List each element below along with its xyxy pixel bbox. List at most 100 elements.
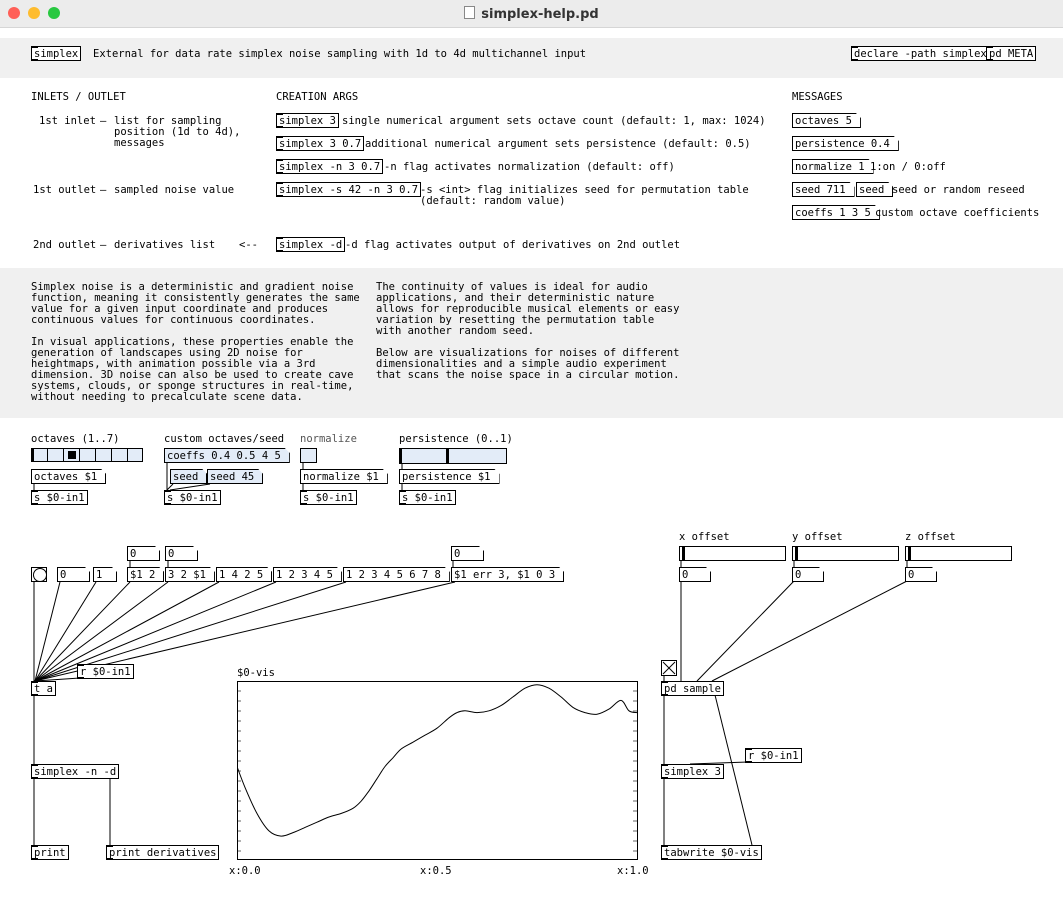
octaves-radio-cell[interactable] xyxy=(64,449,80,461)
x-offset-number[interactable]: 0 xyxy=(679,567,711,582)
normalize-toggle[interactable] xyxy=(300,448,317,463)
window-title: simplex-help.pd xyxy=(0,6,1063,22)
x-label-0: x:0.0 xyxy=(229,865,261,877)
description-right: The continuity of values is ideal for au… xyxy=(376,281,680,381)
inlet1-name: 1st inlet xyxy=(39,115,96,127)
octaves-radio[interactable] xyxy=(31,448,143,462)
octaves-radio-cell[interactable] xyxy=(112,449,128,461)
number-box-3[interactable]: 0 xyxy=(165,546,198,561)
simplex-3-object[interactable]: simplex 3 xyxy=(661,764,724,779)
normalize-dollar-message[interactable]: normalize $1 xyxy=(300,469,388,484)
creation-args-heading: CREATION ARGS xyxy=(276,91,359,103)
message-list-5[interactable]: 1 2 3 4 5 6 7 8 xyxy=(343,567,450,582)
print-object[interactable]: print xyxy=(31,845,69,860)
print-derivatives-object[interactable]: print derivatives xyxy=(106,845,220,860)
document-icon xyxy=(464,6,476,19)
outlet1-text: sampled noise value xyxy=(114,184,235,196)
octaves-radio-cell[interactable] xyxy=(96,449,112,461)
noise-curve xyxy=(237,684,638,837)
declare-object[interactable]: declare -path simplex xyxy=(851,46,990,61)
arg-text-2: additional numerical argument sets persi… xyxy=(365,138,751,150)
arg-object-1[interactable]: simplex 3 xyxy=(276,113,339,128)
tabwrite-object[interactable]: tabwrite $0-vis xyxy=(661,845,762,860)
y-offset-knob[interactable] xyxy=(795,547,798,560)
seed-random-message[interactable]: seed xyxy=(856,182,893,197)
pd-sample-object[interactable]: pd sample xyxy=(661,681,724,696)
send-object-2[interactable]: s $0-in1 xyxy=(164,490,221,505)
arg-object-3[interactable]: simplex -n 3 0.7 xyxy=(276,159,384,174)
x-label-2: x:1.0 xyxy=(617,865,649,877)
persistence-slider-knob[interactable] xyxy=(446,449,449,463)
number-box-2[interactable]: 0 xyxy=(127,546,160,561)
simplex-nd-object[interactable]: simplex -n -d xyxy=(30,764,120,779)
coeffs-label: custom octaves/seed xyxy=(164,433,285,445)
send-object-3[interactable]: s $0-in1 xyxy=(300,490,357,505)
outlet2-text: derivatives list xyxy=(114,239,216,251)
arg-object-4[interactable]: simplex -s 42 -n 3 0.7 xyxy=(276,182,422,197)
trigger-object[interactable]: t a xyxy=(31,681,56,696)
inlets-outlet-heading: INLETS / OUTLET xyxy=(31,91,126,103)
seed-message[interactable]: seed 711 xyxy=(792,182,855,197)
description-left: Simplex noise is a deterministic and gra… xyxy=(31,281,360,403)
seed-send-message[interactable]: seed xyxy=(170,469,207,484)
octaves-radio-cell[interactable] xyxy=(80,449,96,461)
octaves-radio-cell[interactable] xyxy=(32,449,48,461)
persistence-slider[interactable] xyxy=(399,448,507,464)
coeffs-custom-message[interactable]: coeffs 0.4 0.5 4 5 xyxy=(164,448,290,463)
z-offset-label: z offset xyxy=(905,531,956,543)
outlet1-dash: – xyxy=(100,184,107,196)
pd-meta-object[interactable]: pd META xyxy=(986,46,1037,61)
inlet1-text: list for sampling position (1d to 4d), m… xyxy=(114,115,241,149)
x-offset-slider[interactable] xyxy=(679,546,786,561)
graph-name: $0-vis xyxy=(237,667,275,679)
z-offset-knob[interactable] xyxy=(908,547,911,560)
x-label-1: x:0.5 xyxy=(420,865,452,877)
number-box-4[interactable]: 0 xyxy=(451,546,484,561)
y-offset-slider[interactable] xyxy=(792,546,899,561)
message-list-1[interactable]: $1 2 xyxy=(127,567,164,582)
graph-frame xyxy=(237,681,638,860)
header-description: External for data rate simplex noise sam… xyxy=(93,48,587,60)
messages-heading: MESSAGES xyxy=(792,91,843,103)
receive-object-2[interactable]: r $0-in1 xyxy=(745,748,802,763)
octaves-message[interactable]: octaves 5 xyxy=(792,113,861,128)
normalize-note: 1:on / 0:off xyxy=(870,161,946,173)
z-offset-slider[interactable] xyxy=(905,546,1012,561)
minimize-window-button[interactable] xyxy=(28,7,40,19)
arg-object-2[interactable]: simplex 3 0.7 xyxy=(276,136,365,151)
inlet1-dash: – xyxy=(100,115,107,127)
outlet2-name: 2nd outlet xyxy=(33,239,97,251)
z-offset-number[interactable]: 0 xyxy=(905,567,937,582)
coeffs-message[interactable]: coeffs 1 3 5 xyxy=(792,205,880,220)
persistence-label: persistence (0..1) xyxy=(399,433,513,445)
persistence-dollar-message[interactable]: persistence $1 xyxy=(399,469,500,484)
bang-button[interactable] xyxy=(31,567,47,582)
message-list-3[interactable]: 1 4 2 5 xyxy=(216,567,272,582)
simplex-object[interactable]: simplex xyxy=(31,46,82,61)
x-offset-knob[interactable] xyxy=(682,547,685,560)
message-list-2[interactable]: 3 2 $1 xyxy=(165,567,215,582)
octaves-radio-cell[interactable] xyxy=(48,449,64,461)
arg-object-5[interactable]: simplex -d xyxy=(276,237,346,252)
message-list-6[interactable]: $1 err 3, $1 0 3 xyxy=(451,567,564,582)
message-one[interactable]: 1 xyxy=(93,567,117,582)
y-offset-number[interactable]: 0 xyxy=(792,567,824,582)
persistence-message[interactable]: persistence 0.4 xyxy=(792,136,899,151)
zoom-window-button[interactable] xyxy=(48,7,60,19)
bang-circle-icon xyxy=(33,568,47,582)
arg-text-4: -s <int> flag initializes seed for permu… xyxy=(420,184,749,207)
number-box-1[interactable]: 0 xyxy=(57,567,90,582)
close-window-button[interactable] xyxy=(8,7,20,19)
octaves-dollar-message[interactable]: octaves $1 xyxy=(31,469,106,484)
normalize-message[interactable]: normalize 1 xyxy=(792,159,874,174)
receive-object-1[interactable]: r $0-in1 xyxy=(77,664,134,679)
send-object-1[interactable]: s $0-in1 xyxy=(31,490,88,505)
arg-text-5: -d flag activates output of derivatives … xyxy=(345,239,681,251)
seed-note: seed or random reseed xyxy=(892,184,1025,196)
outlet1-name: 1st outlet xyxy=(33,184,97,196)
send-object-4[interactable]: s $0-in1 xyxy=(399,490,456,505)
message-list-4[interactable]: 1 2 3 4 5 xyxy=(273,567,342,582)
window-titlebar: simplex-help.pd xyxy=(0,0,1063,28)
enable-toggle[interactable] xyxy=(661,660,677,676)
seed-45-message[interactable]: seed 45 xyxy=(207,469,263,484)
